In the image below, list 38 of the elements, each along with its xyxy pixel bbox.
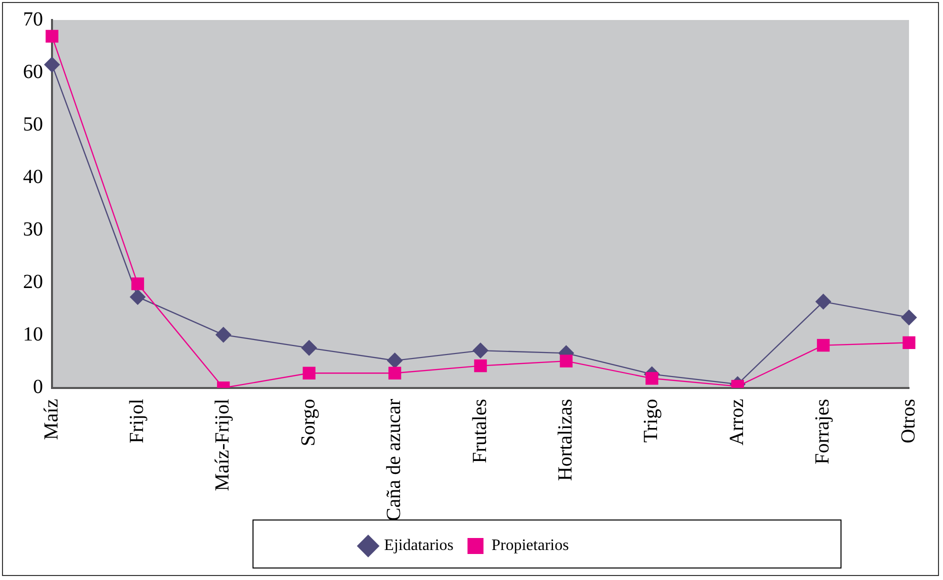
y-tick-label: 70 bbox=[23, 8, 43, 30]
y-tick-label: 50 bbox=[23, 113, 43, 136]
point bbox=[816, 338, 830, 352]
point bbox=[44, 56, 60, 73]
y-tick-label: 40 bbox=[23, 166, 43, 188]
point bbox=[130, 288, 146, 305]
point bbox=[302, 366, 316, 380]
point bbox=[902, 336, 916, 350]
x-tick-label: Arroz bbox=[726, 398, 748, 446]
x-tick-label: Frutales bbox=[468, 398, 491, 464]
point bbox=[388, 366, 402, 380]
point bbox=[386, 352, 403, 369]
point bbox=[474, 359, 487, 372]
point bbox=[646, 372, 658, 385]
point bbox=[46, 30, 58, 43]
y-tick-label: 10 bbox=[23, 324, 43, 346]
y-tick-label: 20 bbox=[23, 271, 43, 294]
x-tick-label: Maíz-Frijol bbox=[212, 398, 234, 492]
y-tick-label: 0 bbox=[33, 376, 43, 398]
x-tick-label: Otros bbox=[897, 398, 920, 444]
point bbox=[560, 354, 573, 368]
y-tick-label: 30 bbox=[23, 218, 43, 240]
point bbox=[131, 277, 144, 290]
point bbox=[215, 326, 232, 343]
x-tick-label: Sorgo bbox=[297, 398, 320, 446]
x-tick-label: Frijol bbox=[126, 398, 148, 444]
point bbox=[301, 340, 318, 356]
x-tick-label: Trigo bbox=[640, 398, 662, 443]
legend-label: Ejidatarios bbox=[384, 537, 454, 554]
y-tick-label: 60 bbox=[23, 60, 43, 83]
x-tick-label: Maíz bbox=[40, 398, 62, 440]
x-tick-label: Forrajes bbox=[812, 398, 834, 464]
x-tick-label: Caña de azucar bbox=[383, 398, 406, 521]
x-tick-label: Hortalizas bbox=[554, 398, 576, 482]
legend-label: Propietarios bbox=[491, 537, 569, 554]
point bbox=[901, 309, 917, 326]
point bbox=[815, 294, 832, 310]
point bbox=[472, 342, 488, 359]
